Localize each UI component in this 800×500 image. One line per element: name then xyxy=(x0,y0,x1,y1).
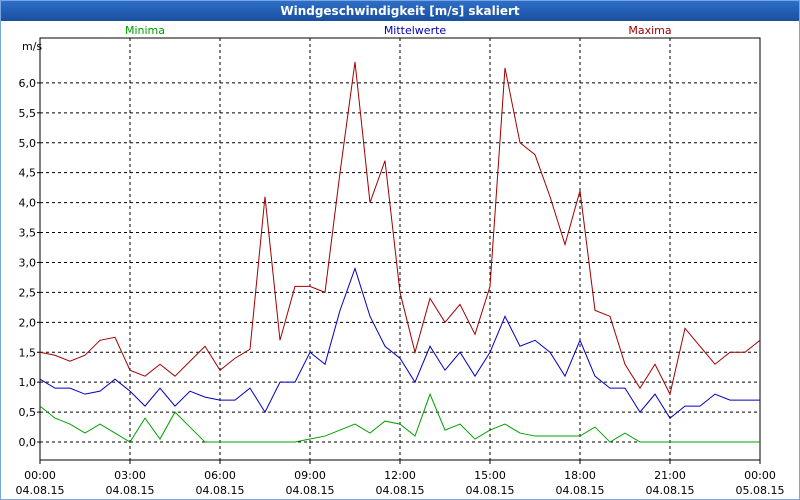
x-tick-label: 03:00 xyxy=(114,469,146,482)
y-axis-label: m/s xyxy=(22,40,42,53)
series-line xyxy=(39,266,760,419)
y-tick-label: 1,5 xyxy=(19,346,37,359)
legend-label: Minima xyxy=(125,24,165,37)
x-tick-date: 04.08.15 xyxy=(646,484,695,497)
y-tick-label: 2,5 xyxy=(19,286,37,299)
x-tick-date: 04.08.15 xyxy=(556,484,605,497)
y-tick-label: 6,0 xyxy=(19,77,37,90)
y-tick-label: 3,0 xyxy=(19,256,37,269)
y-tick-label: 0,5 xyxy=(19,406,37,419)
x-tick-label: 21:00 xyxy=(654,469,686,482)
y-tick-label: 3,5 xyxy=(19,227,37,240)
x-tick-label: 09:00 xyxy=(294,469,326,482)
x-tick-date: 04.08.15 xyxy=(196,484,245,497)
y-tick-label: 5,0 xyxy=(19,137,37,150)
x-tick-date: 04.08.15 xyxy=(16,484,65,497)
series-line xyxy=(39,392,760,443)
x-tick-date: 04.08.15 xyxy=(106,484,155,497)
y-tick-label: 0,0 xyxy=(19,436,37,449)
legend-label: Mittelwerte xyxy=(384,24,447,37)
x-tick-date: 04.08.15 xyxy=(466,484,515,497)
x-tick-label: 12:00 xyxy=(384,469,416,482)
legend-label: Maxima xyxy=(628,24,671,37)
plot xyxy=(39,61,761,443)
x-tick-date: 04.08.15 xyxy=(376,484,425,497)
y-tick-label: 4,5 xyxy=(19,167,37,180)
y-tick-label: 5,5 xyxy=(19,107,37,120)
x-tick-label: 15:00 xyxy=(474,469,506,482)
x-tick-label: 00:00 xyxy=(744,469,776,482)
y-tick-label: 4,0 xyxy=(19,197,37,210)
x-tick-label: 06:00 xyxy=(204,469,236,482)
y-tick-label: 1,0 xyxy=(19,376,37,389)
x-tick-date: 05.08.15 xyxy=(736,484,785,497)
y-tick-label: 2,0 xyxy=(19,316,37,329)
series-line xyxy=(39,61,761,396)
x-tick-label: 00:00 xyxy=(24,469,56,482)
chart-title: Windgeschwindigkeit [m/s] skaliert xyxy=(280,4,520,18)
x-tick-date: 04.08.15 xyxy=(286,484,335,497)
x-tick-label: 18:00 xyxy=(564,469,596,482)
title-bar xyxy=(1,1,799,21)
